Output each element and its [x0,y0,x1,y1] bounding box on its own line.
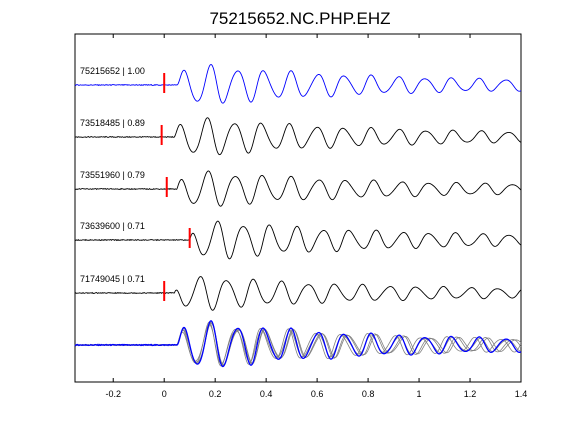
trace-line-4 [74,276,522,311]
trace-line-3 [74,220,522,260]
x-tick-label-0: -0.2 [105,389,121,399]
x-axis: -0.2 0 0.2 0.4 0.6 0.8 1 1.2 1.4 [105,34,527,399]
stack-line-3 [74,321,522,367]
stack-line-2 [74,322,522,365]
x-tick-label-1: 0 [162,389,167,399]
x-tick-label-3: 0.4 [260,389,273,399]
trace-label-0: 75215652 | 1.00 [80,66,145,76]
chart-title: 75215652.NC.PHP.EHZ [209,9,390,28]
trace-4: 71749045 | 0.71 [74,274,522,311]
x-tick-label-5: 0.8 [362,389,375,399]
trace-label-4: 71749045 | 0.71 [80,274,145,284]
plot-frame [74,33,522,383]
x-tick-label-6: 1 [417,389,422,399]
trace-label-1: 73518485 | 0.89 [80,118,145,128]
x-tick-label-4: 0.6 [311,389,324,399]
trace-label-2: 73551960 | 0.79 [80,170,145,180]
x-tick-label-7: 1.2 [464,389,477,399]
trace-2: 73551960 | 0.79 [74,170,522,207]
trace-3: 73639600 | 0.71 [74,220,522,260]
trace-line-0 [74,64,522,104]
trace-line-2 [74,170,522,207]
trace-0: 75215652 | 1.00 [74,64,522,104]
traces-group: 75215652 | 1.00 73518485 | 0.89 73551960 |… [74,64,522,311]
trace-1: 73518485 | 0.89 [74,117,522,156]
stack-group [74,320,522,368]
stack-line-0 [74,320,522,368]
trace-label-3: 73639600 | 0.71 [80,221,145,231]
trace-line-1 [74,117,522,156]
stack-line-4 [74,324,522,365]
stack-line-1 [74,321,522,366]
x-tick-label-8: 1.4 [515,389,528,399]
x-tick-label-2: 0.2 [209,389,222,399]
